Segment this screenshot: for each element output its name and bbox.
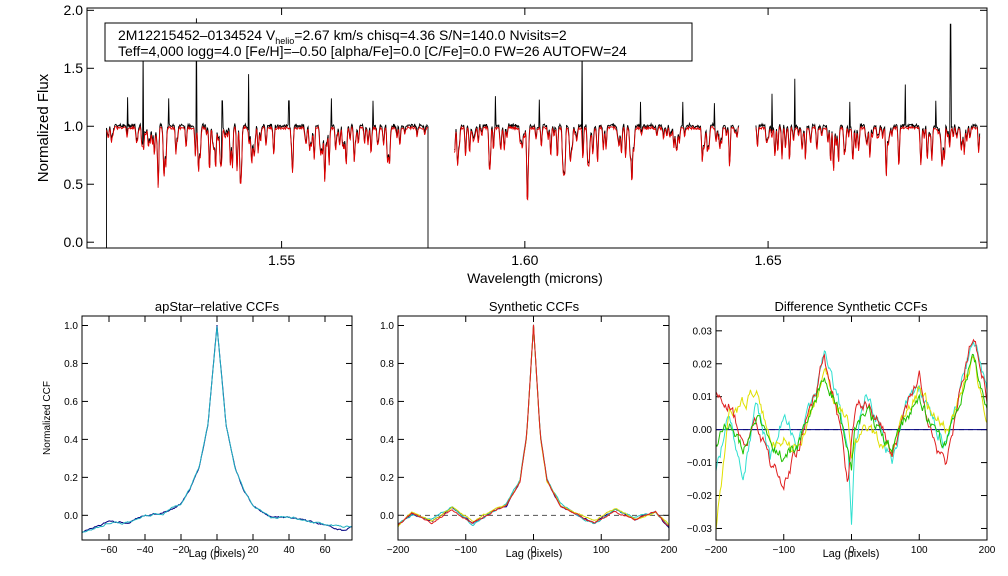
spectrum-panel: Normalized Flux Wavelength (microns) 1.5… [35,2,988,286]
y-tick-label: 1.5 [64,60,84,76]
y-tick-label: 0.01 [693,392,713,403]
series-ccf-1 [397,324,670,529]
spectrum-ticks: 1.55 1.60 1.65 0.0 0.5 1.0 1.5 2.0 [64,2,987,268]
x-tick-label: 40 [283,545,295,556]
y-tick-label: 0.02 [693,359,713,370]
x-tick-label: 1.65 [754,252,781,268]
x-tick-label: 0 [531,545,537,556]
apstar-ticks: −60 −40 −20 0 20 40 60 0.0 0.2 0.4 0.6 0.8 1.0 [64,316,352,556]
x-tick-label: 100 [911,545,928,556]
info-line-1-start: 2M12215452–0134524 V [118,27,276,43]
difference-title: Difference Synthetic CCFs [775,299,928,314]
model-spectrum [755,125,981,177]
apstar-xlabel: Lag (pixels) [189,548,246,560]
x-tick-label: −100 [454,545,477,556]
model-spectrum [453,124,740,201]
y-tick-label: −0.01 [687,458,713,469]
x-tick-label: 0 [214,545,220,556]
series-diff-4 [715,338,988,492]
difference-xlabel: Lag (pixels) [823,548,880,560]
model-spectrum [106,124,429,188]
info-line-2: Teff=4,000 logg=4.0 [Fe/H]=–0.50 [alpha/… [118,43,627,59]
y-tick-label: 1.0 [64,321,78,332]
x-tick-label: 60 [319,545,331,556]
series-diff-3 [715,355,988,531]
info-line-1: 2M12215452–0134524 Vhelio=2.67 km/s chis… [118,27,567,46]
y-tick-label: 0.2 [380,473,394,484]
synthetic-frame [397,315,670,541]
x-tick-label: 200 [661,545,678,556]
apstar-title: apStar–relative CCFs [155,299,280,314]
synthetic-xlabel: Lag (pixels) [506,548,563,560]
y-tick-label: 0.0 [64,511,78,522]
difference-ccf-panel: Difference Synthetic CCFs Lag (pixels) −… [687,299,996,560]
spectrum-frame [86,7,988,249]
difference-lines [715,338,988,531]
observed-spectrum [453,47,740,198]
y-tick-label: 0.8 [64,359,78,370]
synthetic-ccf-panel: Synthetic CCFs Lag (pixels) −200 −100 0 100… [380,299,678,560]
series-ccf-4 [397,324,670,527]
synthetic-lines [397,324,670,529]
difference-ticks: −200 −100 0 100 200 −0.03 −0.02 −0.01 0.00 0.01 0.… [687,316,996,556]
series-ccf-1 [81,325,353,534]
x-tick-label: −200 [705,545,728,556]
y-tick-label: 0.8 [380,359,394,370]
spectrum-xlabel: Wavelength (microns) [467,270,603,286]
x-tick-label: −60 [101,545,118,556]
y-tick-label: 0.0 [380,511,394,522]
y-tick-label: 0.2 [64,473,78,484]
y-tick-label: −0.02 [687,491,713,502]
info-box [104,22,693,62]
apstar-lines [81,325,353,534]
synthetic-title: Synthetic CCFs [489,299,580,314]
y-tick-label: 0.6 [64,397,78,408]
apstar-ylabel: Normalized CCF [42,381,53,455]
x-tick-label: 0 [849,545,855,556]
y-tick-label: 0.5 [64,176,84,192]
y-tick-label: 1.0 [380,321,394,332]
y-tick-label: 0.0 [64,234,84,250]
x-tick-label: −40 [137,545,154,556]
x-tick-label: 1.60 [511,252,538,268]
series-diff-2 [715,340,988,525]
y-tick-label: 1.0 [64,118,84,134]
spectrum-lines [106,18,981,248]
y-tick-label: −0.03 [687,524,713,535]
info-line-1-end: =2.67 km/s chisq=4.36 S/N=140.0 Nvisits=… [294,27,567,43]
y-tick-label: 2.0 [64,2,84,18]
y-tick-label: 0.03 [693,326,713,337]
series-diff-5 [715,353,988,471]
x-tick-label: 1.55 [268,252,295,268]
x-tick-label: 20 [247,545,259,556]
series-ccf-2 [81,326,353,534]
apstar-ccf-panel: apStar–relative CCFs Lag (pixels) Normal… [42,299,353,560]
y-tick-label: 0.6 [380,397,394,408]
info-subscript: helio [275,36,294,46]
observed-spectrum [755,23,981,175]
x-tick-label: −20 [173,545,190,556]
x-tick-label: 200 [979,545,996,556]
series-ccf-2 [397,326,670,527]
apstar-frame [81,315,353,541]
x-tick-label: −100 [772,545,795,556]
x-tick-label: 100 [593,545,610,556]
series-ccf-3 [397,324,670,528]
x-tick-label: −200 [387,545,410,556]
y-tick-label: 0.4 [380,435,394,446]
spectrum-ylabel: Normalized Flux [35,73,52,182]
y-tick-label: 0.00 [693,425,713,436]
difference-frame [715,315,988,541]
y-tick-label: 0.4 [64,435,78,446]
